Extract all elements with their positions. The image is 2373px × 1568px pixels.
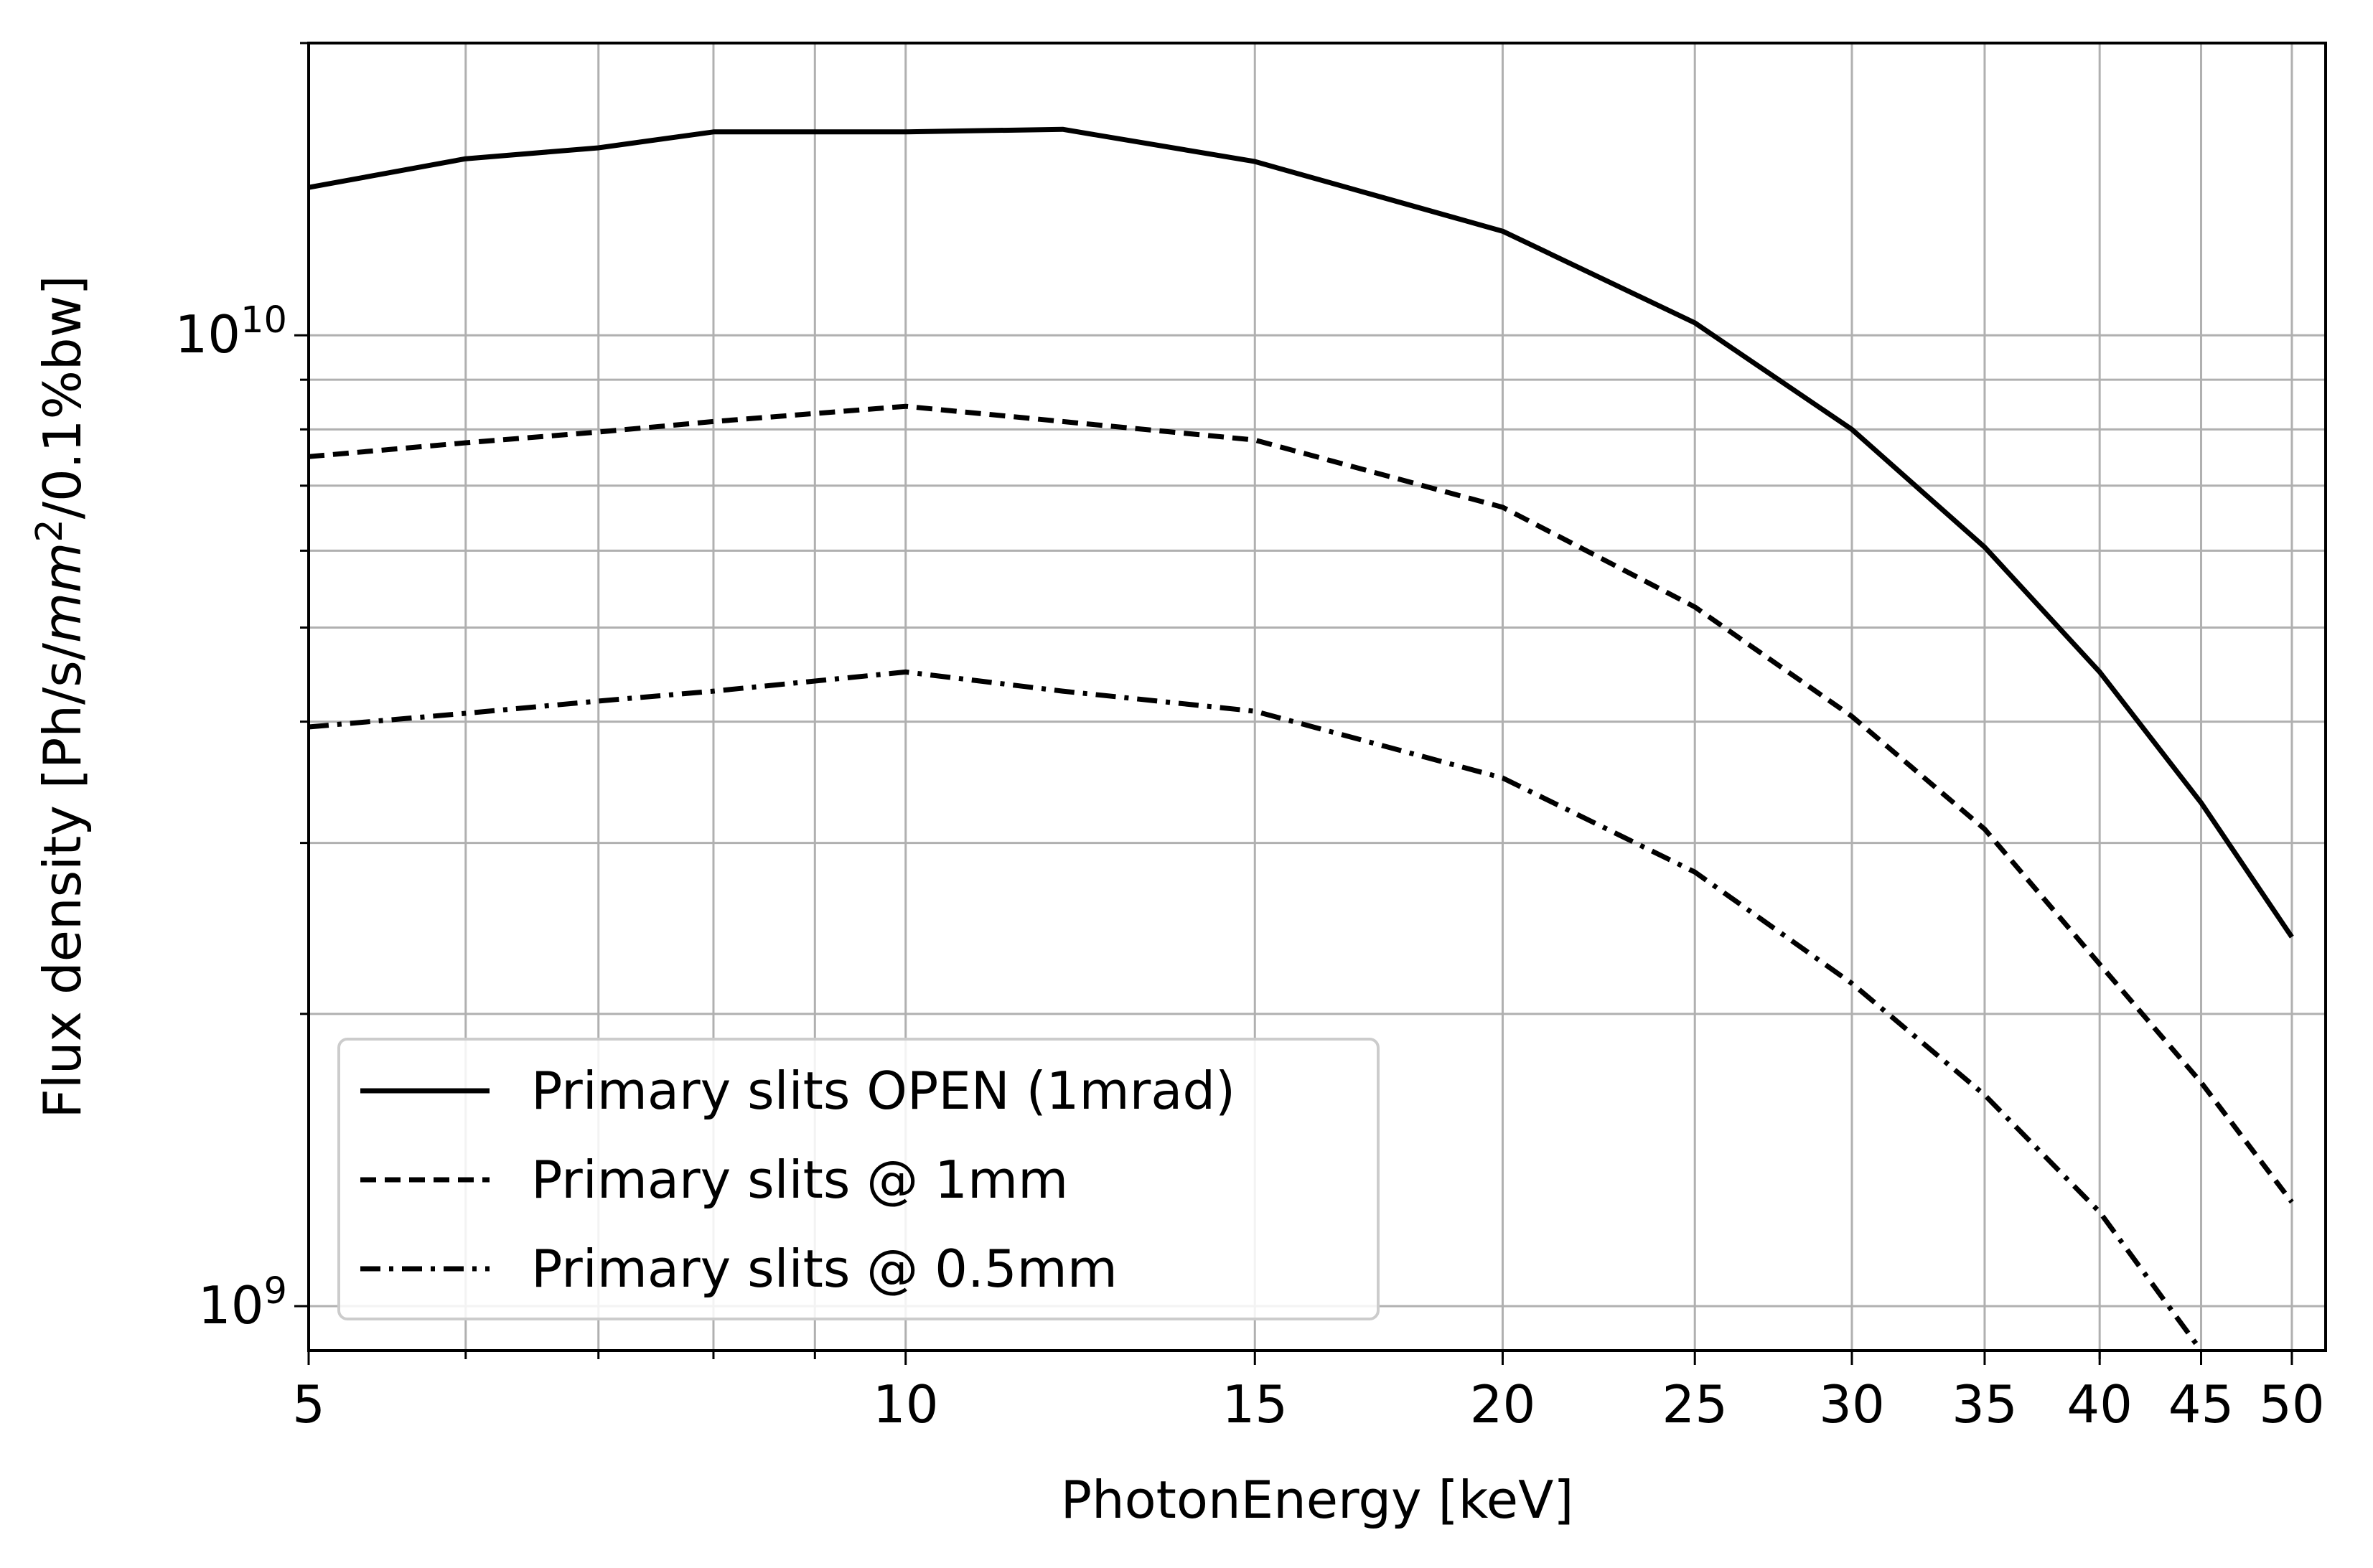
y-tick-label-exponent: 9 <box>264 1270 287 1313</box>
x-tick-label: 45 <box>2168 1374 2234 1435</box>
series-lines <box>308 126 2294 1353</box>
y-axis-label: Flux density [Ph/s/mm2/0.1%bw] <box>29 275 93 1118</box>
legend-label: Primary slits OPEN (1mrad) <box>531 1061 1235 1121</box>
x-tick-label: 25 <box>1662 1374 1728 1435</box>
legend-label: Primary slits @ 1mm <box>531 1150 1068 1210</box>
legend: Primary slits OPEN (1mrad) Primary slits … <box>337 1038 1380 1320</box>
y-tick-label-base: 10 <box>174 304 240 365</box>
x-tick-label: 10 <box>873 1374 939 1435</box>
x-tick-label: 50 <box>2259 1374 2325 1435</box>
y-tick-label-exponent: 10 <box>240 299 287 342</box>
legend-box <box>337 1038 1380 1320</box>
x-tick-label: 5 <box>292 1374 325 1435</box>
y-axis-label-unit-exponent: 2 <box>29 519 71 542</box>
y-axis-label-suffix: /0.1%bw] <box>32 275 93 519</box>
legend-label: Primary slits @ 0.5mm <box>531 1239 1118 1299</box>
x-tick-label: 40 <box>2067 1374 2133 1435</box>
y-tick-label-base: 10 <box>198 1275 264 1335</box>
x-tick-label: 20 <box>1470 1374 1536 1435</box>
y-axis-label-unit: mm <box>32 543 93 643</box>
series-line-1 <box>308 126 2294 939</box>
x-tick-label: 30 <box>1819 1374 1885 1435</box>
y-axis-label-prefix: Flux density [Ph/s/ <box>32 642 93 1118</box>
x-tick-label: 15 <box>1222 1374 1288 1435</box>
y-tick-label: 1010 <box>174 299 287 365</box>
plot-frame <box>307 42 2327 1352</box>
x-tick-label: 35 <box>1952 1374 2018 1435</box>
y-tick-label: 109 <box>198 1270 287 1335</box>
series-line-2 <box>308 403 2294 1204</box>
x-axis-label: PhotonEnergy [keV] <box>1061 1470 1574 1530</box>
